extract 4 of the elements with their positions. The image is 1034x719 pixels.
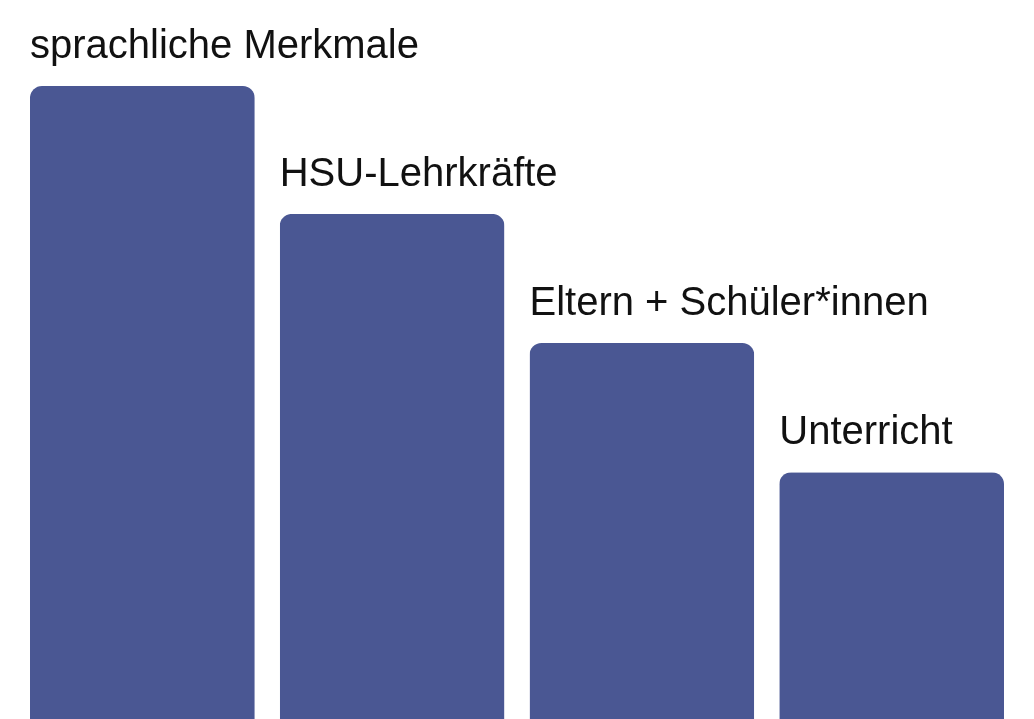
x-tick-label: HSU-Lehrkräfte xyxy=(279,149,558,194)
x-tick-label: Eltern + Schüler*innen xyxy=(529,279,929,324)
x-tick-label: Unterricht xyxy=(779,408,953,453)
x-tick-label: sprachliche Merkmale xyxy=(29,22,419,67)
